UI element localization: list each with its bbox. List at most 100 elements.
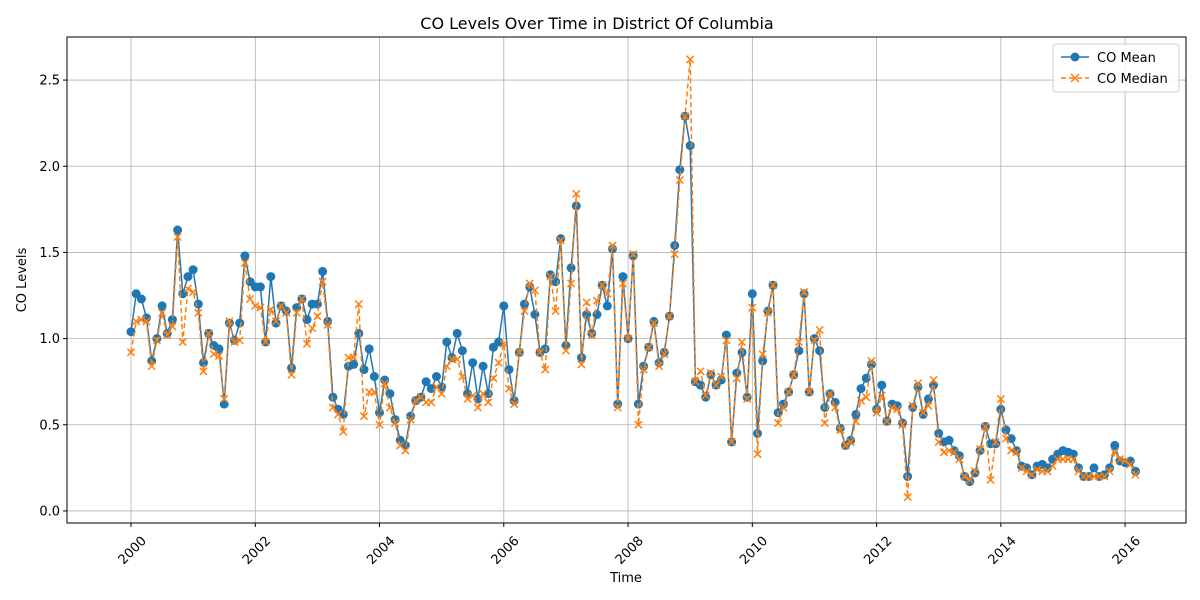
data-point (540, 344, 550, 354)
data-point (535, 348, 545, 357)
y-tick-label: 0.5 (39, 418, 60, 433)
data-point (774, 418, 783, 428)
data-point (737, 337, 747, 347)
data-point (779, 403, 788, 412)
data-point (867, 356, 876, 366)
data-point (1115, 455, 1125, 464)
data-point (318, 277, 327, 286)
data-point (494, 358, 503, 367)
data-point (282, 308, 291, 317)
data-point (401, 446, 410, 455)
legend-box (1052, 43, 1180, 93)
data-point (1120, 456, 1130, 466)
data-point (970, 468, 980, 478)
series-layer (126, 55, 1140, 502)
data-point (820, 418, 829, 428)
data-point (1105, 463, 1115, 473)
data-point (339, 427, 348, 436)
data-point (520, 306, 529, 316)
data-point (918, 409, 928, 419)
data-point (235, 318, 245, 328)
data-point (163, 331, 172, 340)
data-point (489, 374, 498, 383)
data-point (541, 365, 550, 374)
data-point (478, 361, 488, 371)
data-point (861, 373, 871, 383)
data-point (639, 365, 648, 374)
data-point (659, 347, 669, 357)
data-point (592, 296, 602, 305)
data-point (944, 435, 954, 445)
data-point (789, 370, 798, 379)
data-point (561, 346, 571, 355)
data-point (1032, 465, 1042, 474)
data-point (468, 391, 477, 400)
data-point (1022, 467, 1031, 476)
data-point (810, 336, 819, 345)
data-point (256, 303, 265, 312)
data-point (1099, 470, 1109, 480)
data-point (701, 392, 711, 402)
data-point (831, 403, 840, 412)
data-point (173, 225, 183, 235)
data-point (157, 308, 167, 317)
data-point (862, 393, 871, 402)
data-point (602, 301, 612, 311)
data-point (866, 359, 876, 369)
data-point (794, 337, 804, 347)
data-point (696, 380, 705, 390)
data-point (452, 328, 462, 338)
data-point (152, 336, 162, 345)
data-point (515, 348, 524, 357)
data-point (706, 368, 716, 378)
data-point (380, 375, 390, 385)
data-point (453, 355, 462, 364)
data-point (230, 337, 239, 347)
data-point (525, 279, 534, 288)
data-point (390, 418, 400, 428)
data-point (546, 272, 555, 281)
data-point (722, 336, 731, 345)
data-point (220, 394, 229, 404)
data-point (665, 312, 674, 321)
y-tick-label: 1.0 (39, 332, 60, 347)
data-point (950, 448, 959, 457)
data-point (427, 398, 436, 407)
data-point (551, 306, 560, 316)
data-point (297, 294, 306, 304)
data-point (717, 372, 726, 381)
data-point (944, 446, 954, 455)
data-point (137, 315, 146, 324)
data-point (1001, 434, 1011, 443)
data-point (302, 315, 312, 325)
data-point (400, 440, 410, 450)
data-point (1048, 461, 1057, 471)
data-point (287, 370, 296, 379)
plot-frame (66, 36, 1187, 524)
data-point (696, 367, 705, 376)
y-tick-label: 1.5 (39, 246, 60, 261)
data-point (178, 337, 187, 347)
data-point (261, 337, 270, 347)
data-point (654, 362, 664, 371)
data-point (1126, 460, 1135, 469)
data-point (147, 362, 156, 371)
data-point (732, 374, 741, 383)
data-point (530, 286, 539, 295)
data-point (685, 141, 695, 151)
data-point (214, 351, 224, 360)
data-point (913, 379, 923, 388)
data-point (903, 472, 913, 481)
data-point (634, 420, 643, 429)
data-point (566, 279, 576, 288)
data-point (545, 270, 555, 280)
data-point (359, 412, 369, 421)
data-point (846, 437, 855, 447)
data-point (136, 294, 146, 304)
data-point (670, 250, 679, 259)
data-point (167, 315, 177, 325)
data-point (701, 391, 710, 400)
data-point (991, 437, 1000, 447)
data-point (691, 377, 700, 386)
data-point (370, 387, 379, 397)
